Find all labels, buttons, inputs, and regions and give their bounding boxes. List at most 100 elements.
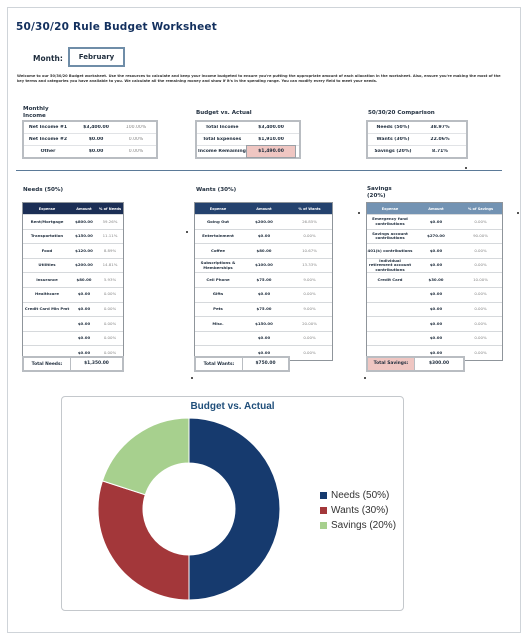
wants-cell: 26.85% (302, 219, 317, 224)
table-row: $0.00 0.00% (367, 316, 502, 331)
savings-total-label: Total Savings: (368, 358, 414, 370)
needs-cell: Transportation (30, 234, 64, 239)
needs-cell: $800.00 (75, 219, 93, 224)
needs-cell: $80.00 (76, 277, 92, 282)
budget_vs_actual-row-label: Total Income (205, 125, 239, 130)
legend-item: Savings (20%) (320, 518, 396, 533)
needs-cell: $120.00 (75, 248, 93, 253)
table-row: Going Out $200.00 26.85% (195, 214, 332, 229)
month-label: Month: (33, 54, 63, 63)
savings-cell: 0.00% (474, 263, 487, 268)
needs-column-header: Expense (38, 206, 56, 211)
budget_vs_actual-row-value: $3,400.00 (258, 125, 284, 130)
needs-total: Total Needs: $1,350.00 (22, 356, 124, 372)
table-row: Utilities $200.00 14.81% (23, 257, 123, 273)
cell-marker (364, 377, 366, 379)
wants-cell: 13.33% (302, 263, 317, 268)
wants-cell: Misc. (212, 321, 224, 326)
intro-text: Welcome to our 50/30/20 Budget worksheet… (17, 74, 501, 83)
table-row: Insurance $80.00 5.93% (23, 272, 123, 287)
month-field[interactable]: February (68, 47, 125, 67)
savings-cell: $0.00 (429, 307, 443, 312)
legend-swatch (320, 522, 327, 529)
income-heading: Monthly Income (23, 106, 49, 119)
budget_vs_actual-row: Total Expenses $1,910.00 (197, 134, 299, 146)
needs-cell: Food (41, 248, 53, 253)
savings-cell: $0.00 (429, 219, 443, 224)
table-row: $0.00 0.00% (23, 330, 123, 346)
donut-slice-2 (97, 480, 190, 601)
savings-heading: Savings (20%) (367, 186, 392, 199)
needs-cell: 0.00% (103, 292, 117, 297)
legend-swatch (320, 507, 327, 514)
table-row: Food $120.00 8.89% (23, 243, 123, 258)
chart-legend: Needs (50%) Wants (30%) Savings (20%) (320, 488, 396, 533)
needs-cell: Credit Card Min Pmt (24, 307, 70, 312)
budget_vs_actual-row-label: Income Remaining (198, 149, 246, 154)
budget_vs_actual-row-value: $1,490.00 (246, 145, 296, 158)
comparison-row: Savings (20%) 8.71% (368, 146, 466, 157)
needs-heading: Needs (50%) (23, 187, 64, 193)
budget-actual-box: Total Income $3,400.00 Total Expenses $1,91… (195, 120, 301, 159)
wants-cell: Going Out (206, 219, 230, 224)
wants-cell: Entertainment (202, 234, 234, 239)
table-row: Entertainment $0.00 0.00% (195, 228, 332, 244)
table-row: Coffee $80.00 10.67% (195, 243, 332, 258)
income-row: Net Income #1 $3,400.00 100.00% (24, 122, 156, 134)
needs-cell: Utilities (38, 263, 56, 268)
income-row-pct: 0.00% (128, 137, 144, 142)
needs-cell: $0.00 (77, 350, 91, 355)
table-row: Individual retirement account contributi… (367, 257, 502, 273)
wants-cell: 10.67% (302, 248, 317, 253)
needs-total-value: $1,350.00 (70, 358, 122, 370)
table-row: Subscriptions & Memberships $100.00 13.33% (195, 257, 332, 273)
legend-label: Savings (20%) (331, 520, 397, 531)
needs-cell: $0.00 (77, 292, 91, 297)
savings-total: Total Savings: $300.00 (366, 356, 465, 372)
table-row: $0.00 0.00% (367, 301, 502, 317)
wants-cell: Coffee (211, 248, 225, 253)
comparison-box: Needs (50%) 38.97% Wants (30%) 22.06% Saving… (366, 120, 468, 159)
savings-table-header: Expense Amount % of Savings (367, 203, 502, 214)
savings-total-value: $300.00 (414, 358, 463, 370)
wants-cell: $150.00 (255, 321, 273, 326)
wants-cell: 9.00% (303, 277, 316, 282)
savings-cell: Individual retirement account contributi… (368, 258, 412, 272)
wants-column-header: Amount (256, 206, 272, 211)
budget_vs_actual-row: Income Remaining $1,490.00 (197, 145, 299, 158)
wants-table: Expense Amount % of Wants Going Out $200.00 2… (194, 202, 333, 361)
wants-cell: 0.00% (303, 350, 316, 355)
savings-cell: 0.00% (474, 292, 487, 297)
savings-cell: $0.00 (429, 350, 443, 355)
comparison-heading: 50/30/20 Comparison (368, 110, 435, 116)
table-row: $0.00 0.00% (367, 345, 502, 360)
income-row-label: Net Income #2 (28, 137, 68, 142)
savings-cell: $0.00 (429, 248, 443, 253)
wants-cell: $100.00 (255, 263, 273, 268)
budget_vs_actual-row-value: $1,910.00 (258, 137, 284, 142)
savings-cell: Emergency fund contributions (372, 217, 408, 226)
needs-cell: $0.00 (77, 321, 91, 326)
income-row-pct: 0.00% (128, 149, 144, 154)
savings-cell: 0.00% (474, 219, 487, 224)
savings-table: Expense Amount % of Savings Emergency fund … (366, 202, 503, 361)
needs-cell: $150.00 (75, 234, 93, 239)
wants-cell: Pets (213, 307, 223, 312)
wants-heading: Wants (30%) (196, 187, 237, 193)
table-row: Rent/Mortgage $800.00 59.26% (23, 214, 123, 229)
table-row: Healthcare $0.00 0.00% (23, 286, 123, 302)
wants-table-header: Expense Amount % of Wants (195, 203, 332, 214)
needs-cell: 59.26% (102, 219, 118, 224)
income-box: Net Income #1 $3,400.00 100.00% Net Income … (22, 120, 158, 159)
wants-total-value: $750.00 (242, 358, 288, 370)
table-row: Credit Card $30.00 10.00% (367, 272, 502, 287)
wants-cell: $0.00 (257, 292, 271, 297)
income-row-value: $3,400.00 (83, 125, 109, 130)
cell-marker (186, 231, 188, 233)
wants-column-header: % of Wants (298, 206, 321, 211)
comparison-row-label: Savings (20%) (374, 149, 412, 154)
donut-slice-1 (188, 417, 281, 601)
donut-chart (97, 417, 281, 601)
savings-cell: $270.00 (427, 234, 445, 239)
comparison-row-value: 8.71% (432, 149, 448, 154)
